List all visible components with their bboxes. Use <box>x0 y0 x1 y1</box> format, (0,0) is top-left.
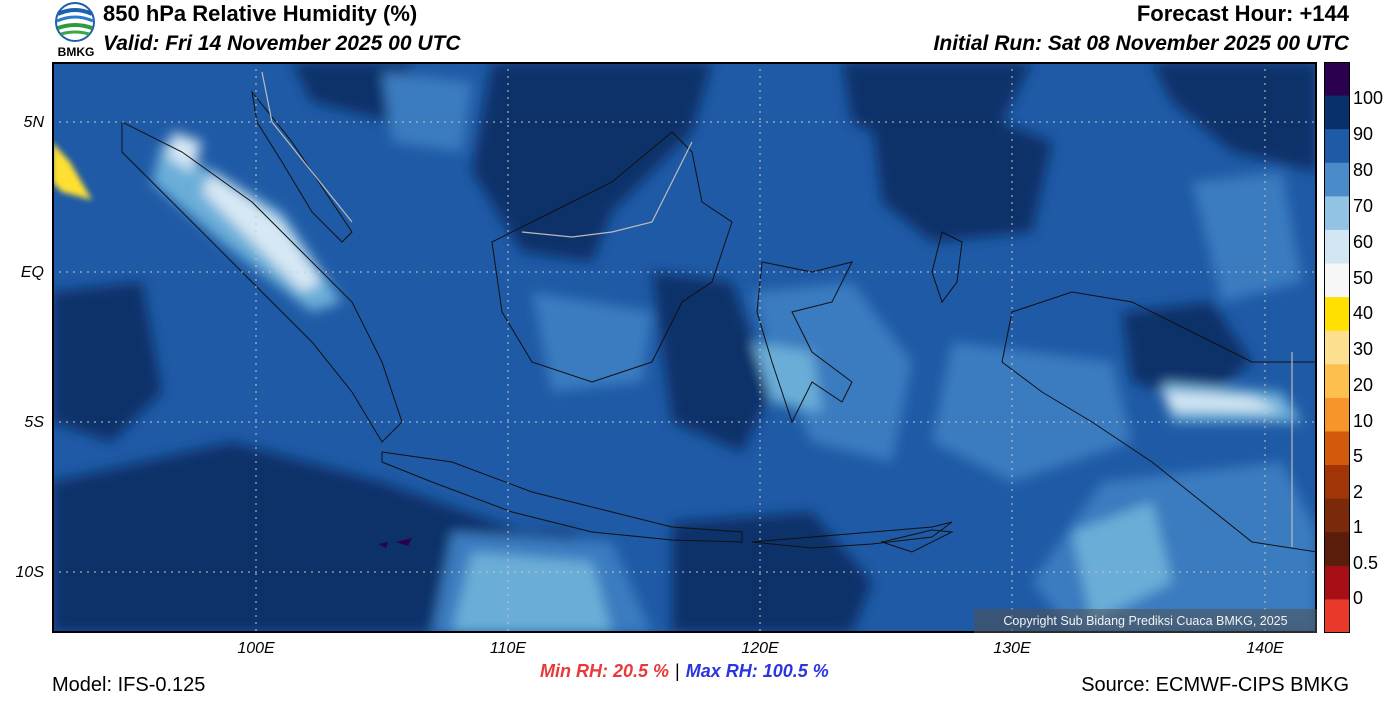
colorbar-swatch <box>1324 162 1350 197</box>
colorbar-label: 90 <box>1353 124 1374 144</box>
sumatra-coast <box>121 121 403 443</box>
lon-label-130e: 130E <box>993 640 1031 657</box>
colorbar-label: 5 <box>1353 446 1364 466</box>
rh-90-region <box>1122 302 1252 402</box>
colorbar-swatch <box>1324 62 1350 97</box>
colorbar-swatch <box>1324 263 1350 298</box>
colorbar-label: 0 <box>1353 588 1364 608</box>
timor-coast <box>880 529 954 553</box>
lat-label-eq: EQ <box>20 264 44 281</box>
rh-60-region <box>1162 392 1282 412</box>
colorbar-label: 80 <box>1353 160 1374 180</box>
lon-label-120e: 120E <box>741 640 779 657</box>
rh-90-region <box>472 62 712 262</box>
colorbar-label: 60 <box>1353 232 1374 252</box>
rh-70-region <box>452 552 612 633</box>
colorbar-swatch <box>1324 95 1350 130</box>
logo-text: BMKG <box>57 45 95 59</box>
initial-run: Initial Run: Sat 08 November 2025 00 UTC <box>933 32 1349 55</box>
rh-80-region <box>382 72 472 152</box>
model-name: Model: IFS-0.125 <box>52 674 206 696</box>
forecast-hour: Forecast Hour: +144 <box>1136 1 1349 26</box>
sulawesi-coast <box>756 261 853 424</box>
rh-90-region <box>652 272 772 452</box>
copyright-notice: Copyright Sub Bidang Prediksi Cuaca BMKG… <box>974 609 1317 633</box>
rh-90-region <box>292 62 412 122</box>
coastlines <box>121 90 1317 553</box>
data-source: Source: ECMWF-CIPS BMKG <box>1081 674 1349 696</box>
colorbar-label: 10 <box>1353 411 1374 431</box>
colorbar-swatch <box>1324 229 1350 265</box>
colorbar-swatch <box>1324 297 1350 332</box>
lon-label-140e: 140E <box>1246 640 1284 657</box>
rh-separator: | <box>675 661 680 681</box>
rh-90-region <box>872 102 1052 242</box>
colorbar-swatch <box>1324 465 1350 500</box>
valid-time: Valid: Fri 14 November 2025 00 UTC <box>103 32 461 55</box>
lon-label-110e: 110E <box>489 640 527 657</box>
chart-title: 850 hPa Relative Humidity (%) <box>103 1 418 26</box>
colorbar-label: 50 <box>1353 268 1374 288</box>
lat-label-10s: 10S <box>15 564 44 581</box>
rh-80-region <box>752 282 912 462</box>
rh-90-region <box>52 282 162 442</box>
colorbar-label: 0.5 <box>1353 553 1379 573</box>
lat-label-5s: 5S <box>24 414 44 431</box>
new-guinea-coast <box>1001 291 1317 553</box>
rh-100-region <box>378 538 412 548</box>
rh-80-region <box>532 292 652 392</box>
malaysia-borneo-border <box>521 141 693 238</box>
map-frame <box>52 62 1317 633</box>
humidity-map <box>52 62 1317 633</box>
graticule <box>52 62 1317 633</box>
borneo-coast <box>491 131 733 383</box>
colorbar <box>1324 62 1350 633</box>
rh-60-region <box>202 172 322 292</box>
colorbar-swatch <box>1324 330 1350 365</box>
colorbar-label: 30 <box>1353 339 1374 359</box>
bmkg-logo <box>52 0 98 62</box>
colorbar-swatch <box>1324 498 1350 533</box>
colorbar-swatch <box>1324 565 1350 600</box>
rh-60-region <box>167 132 202 172</box>
rh-80-region <box>1192 172 1302 302</box>
humidity-field <box>52 62 1317 633</box>
malaysia-border <box>261 71 353 223</box>
bmkg-logo-icon <box>55 2 95 42</box>
lat-label-5n: 5N <box>23 114 44 131</box>
colorbar-swatch <box>1324 397 1350 432</box>
colorbar-swatch <box>1324 532 1350 567</box>
colorbar-swatch <box>1324 431 1350 466</box>
lon-label-100e: 100E <box>237 640 275 657</box>
colorbar-label: 1 <box>1353 517 1364 537</box>
colorbar-label: 40 <box>1353 303 1374 323</box>
colorbar-swatch <box>1324 129 1350 164</box>
rh-40-region <box>52 142 92 200</box>
rh-90-region <box>672 512 872 633</box>
colorbar-swatch <box>1324 364 1350 399</box>
malay-peninsula-coast <box>251 90 353 243</box>
rh-90-region <box>1152 62 1317 172</box>
rh-70-region <box>1072 502 1172 622</box>
colorbar-label: 20 <box>1353 375 1374 395</box>
borders <box>261 71 1293 547</box>
java-coast <box>381 451 743 543</box>
colorbar-label: 100 <box>1353 88 1384 108</box>
colorbar-swatch <box>1324 599 1350 633</box>
halmahera-coast <box>931 231 963 304</box>
colorbar-label: 70 <box>1353 196 1374 216</box>
min-rh: Min RH: 20.5 % <box>540 661 670 681</box>
max-rh: Max RH: 100.5 % <box>685 661 829 681</box>
colorbar-frame <box>1324 62 1350 633</box>
rh-80-region <box>932 342 1132 482</box>
nusa-tenggara-coast <box>751 521 953 549</box>
rh-range: Min RH: 20.5 % | Max RH: 100.5 % <box>540 661 829 682</box>
colorbar-swatch <box>1324 196 1350 231</box>
colorbar-label: 2 <box>1353 482 1364 502</box>
rh-70-region <box>752 342 822 412</box>
